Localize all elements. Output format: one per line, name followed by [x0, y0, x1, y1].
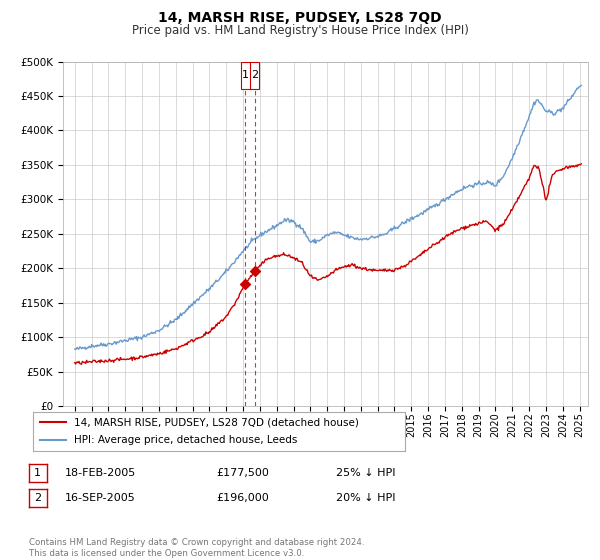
Text: £177,500: £177,500 [216, 468, 269, 478]
Text: £196,000: £196,000 [216, 493, 269, 503]
Text: 14, MARSH RISE, PUDSEY, LS28 7QD: 14, MARSH RISE, PUDSEY, LS28 7QD [158, 11, 442, 25]
Text: 25% ↓ HPI: 25% ↓ HPI [336, 468, 395, 478]
Text: 18-FEB-2005: 18-FEB-2005 [65, 468, 136, 478]
Text: Price paid vs. HM Land Registry's House Price Index (HPI): Price paid vs. HM Land Registry's House … [131, 24, 469, 36]
Text: 2: 2 [251, 71, 258, 81]
Point [241, 279, 250, 288]
Text: Contains HM Land Registry data © Crown copyright and database right 2024.
This d: Contains HM Land Registry data © Crown c… [29, 538, 364, 558]
Text: 2: 2 [34, 493, 41, 503]
Text: HPI: Average price, detached house, Leeds: HPI: Average price, detached house, Leed… [74, 435, 297, 445]
Text: 20% ↓ HPI: 20% ↓ HPI [336, 493, 395, 503]
FancyBboxPatch shape [241, 62, 259, 89]
Text: 16-SEP-2005: 16-SEP-2005 [65, 493, 136, 503]
Text: 1: 1 [34, 468, 41, 478]
Text: 14, MARSH RISE, PUDSEY, LS28 7QD (detached house): 14, MARSH RISE, PUDSEY, LS28 7QD (detach… [74, 417, 359, 427]
Point [250, 267, 260, 276]
Text: 1: 1 [242, 71, 249, 81]
